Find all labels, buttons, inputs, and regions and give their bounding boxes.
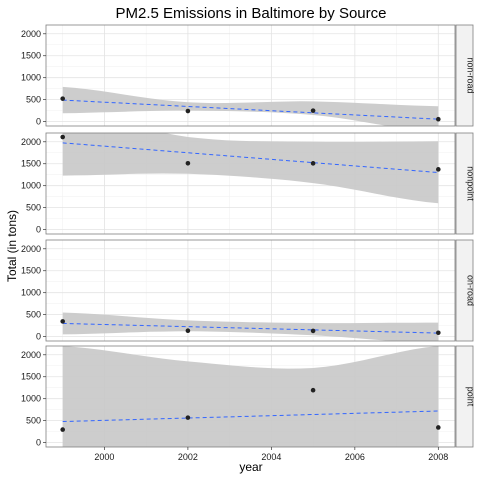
facet-strip: non-road (455, 24, 476, 127)
panel-border (45, 345, 456, 448)
y-axis-title: Total (in tons) (5, 210, 19, 282)
data-point (436, 425, 441, 430)
y-tick-label: 1500 (21, 266, 41, 276)
data-point (310, 387, 316, 393)
data-point (60, 134, 65, 140)
strip-label: nonpoint (466, 166, 476, 201)
facet-point: 0 500 1000 1500 2000 point (21, 345, 476, 448)
facet-strip: nonpoint (455, 132, 476, 235)
data-point (60, 319, 65, 324)
data-point (310, 161, 316, 166)
data-point (185, 161, 191, 166)
strip-background (455, 24, 474, 127)
panel-border (45, 132, 456, 235)
y-tick-label: 2000 (21, 350, 41, 360)
facet-non-road: 0 500 1000 1500 2000 non-road (21, 24, 476, 127)
gridlines (46, 240, 455, 341)
y-tick-label: 1500 (21, 51, 41, 61)
x-tick-label: 2008 (428, 452, 448, 462)
data-point (60, 427, 65, 432)
strip-label: point (466, 387, 476, 407)
y-tick-label: 500 (26, 310, 41, 320)
y-tick-label: 2000 (21, 137, 41, 147)
strip-label: on-road (466, 275, 476, 306)
data-point (436, 167, 441, 172)
y-tick-label: 0 (36, 225, 41, 235)
data-point (310, 108, 316, 113)
facet-on-road: 0 500 1000 1500 2000 on-road (21, 239, 476, 342)
strip-background (455, 132, 474, 235)
x-axis: 2000 2002 2004 2006 2008 (94, 447, 448, 462)
y-tick-label: 0 (36, 438, 41, 448)
data-point (185, 108, 191, 114)
x-tick-label: 2000 (94, 452, 114, 462)
data-point (310, 328, 316, 334)
y-tick-label: 1000 (21, 73, 41, 83)
strip-label: non-road (466, 57, 476, 93)
strip-background (455, 345, 474, 448)
data-point (60, 96, 65, 101)
y-tick-label: 1000 (21, 288, 41, 298)
facet-strip: point (455, 345, 476, 448)
data-point (436, 116, 441, 122)
y-tick-label: 0 (36, 332, 41, 342)
data-point (185, 415, 191, 420)
facet-panels: 0 500 1000 1500 2000 non-road 0 500 1000 1500 2000… (21, 24, 476, 448)
y-tick-label: 0 (36, 117, 41, 127)
y-tick-label: 1000 (21, 394, 41, 404)
data-point (185, 328, 191, 334)
confidence-band (62, 86, 439, 126)
panel-border (45, 24, 456, 127)
y-tick-label: 1500 (21, 159, 41, 169)
panel-border (45, 239, 456, 342)
facet-nonpoint: 0 500 1000 1500 2000 nonpoint (21, 132, 476, 235)
y-tick-label: 2000 (21, 29, 41, 39)
y-tick-label: 2000 (21, 244, 41, 254)
y-tick-label: 1000 (21, 181, 41, 191)
x-tick-label: 2004 (261, 452, 281, 462)
facet-strip: on-road (455, 239, 476, 342)
x-tick-label: 2002 (178, 452, 198, 462)
y-tick-label: 500 (26, 95, 41, 105)
y-tick-label: 500 (26, 203, 41, 213)
data-point (436, 330, 441, 336)
y-tick-label: 500 (26, 416, 41, 426)
x-tick-label: 2006 (345, 452, 365, 462)
confidence-band (62, 346, 439, 447)
y-tick-label: 1500 (21, 372, 41, 382)
chart-title: PM2.5 Emissions in Baltimore by Source (116, 5, 387, 22)
x-axis-title: year (239, 460, 262, 474)
confidence-band (62, 312, 439, 341)
strip-background (455, 239, 474, 342)
